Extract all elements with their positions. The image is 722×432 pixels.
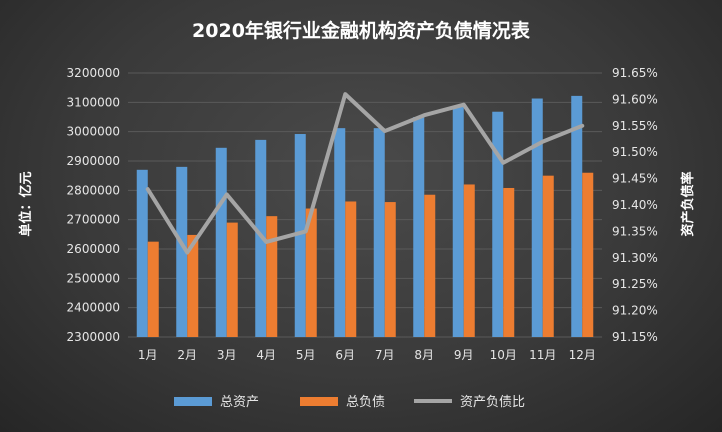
left-axis-title: 单位：亿元	[18, 171, 34, 236]
y2-tick-label: 91.35%	[612, 224, 658, 238]
legend-label-ratio: 资产负债比	[460, 395, 525, 410]
y2-tick-label: 91.60%	[612, 92, 658, 106]
bar-total-liabilities	[305, 208, 317, 337]
x-tick-label: 10月	[490, 348, 517, 362]
y-tick-label: 3000000	[67, 125, 120, 139]
bar-total-liabilities	[345, 201, 357, 337]
y-tick-label: 2600000	[67, 242, 120, 256]
y-tick-label: 3200000	[67, 66, 120, 80]
y2-tick-label: 91.55%	[612, 119, 658, 133]
x-tick-label: 5月	[296, 348, 316, 362]
bar-total-liabilities	[384, 202, 396, 337]
bar-total-assets	[215, 147, 227, 337]
y-tick-label: 3100000	[67, 95, 120, 109]
x-tick-label: 7月	[375, 348, 395, 362]
x-tick-label: 11月	[529, 348, 556, 362]
x-tick-label: 2月	[177, 348, 197, 362]
y2-tick-label: 91.40%	[612, 198, 658, 212]
bar-total-liabilities	[266, 216, 278, 337]
bar-total-assets	[176, 166, 188, 337]
bar-total-liabilities	[226, 222, 238, 337]
x-tick-label: 6月	[335, 348, 355, 362]
bar-total-assets	[492, 111, 504, 337]
right-axis-title: 资产负债率	[680, 171, 696, 236]
y-tick-label: 2700000	[67, 213, 120, 227]
x-tick-label: 12月	[569, 348, 596, 362]
bar-total-assets	[452, 106, 464, 337]
gridlines	[128, 72, 602, 338]
y-tick-label: 2500000	[67, 271, 120, 285]
chart-title: 2020年银行业金融机构资产负债情况表	[192, 19, 531, 42]
bar-total-assets	[373, 128, 385, 337]
y-tick-label: 2900000	[67, 154, 120, 168]
ratio-line	[145, 92, 585, 255]
y2-tick-label: 91.15%	[612, 330, 658, 344]
y2-tick-label: 91.25%	[612, 277, 658, 291]
axis-ticks: 3200000 3100000 3000000 2900000 2800000 27000…	[67, 66, 658, 362]
ratio-line-path	[145, 92, 585, 255]
y2-tick-label: 91.65%	[612, 66, 658, 80]
y2-tick-label: 91.45%	[612, 172, 658, 186]
legend-label-assets: 总资产	[220, 395, 259, 410]
bar-total-assets	[413, 117, 425, 337]
x-tick-label: 4月	[256, 348, 276, 362]
y2-tick-label: 91.30%	[612, 251, 658, 265]
y2-tick-label: 91.20%	[612, 304, 658, 318]
bar-total-liabilities	[542, 175, 554, 337]
x-tick-label: 3月	[217, 348, 237, 362]
y-tick-label: 2800000	[67, 183, 120, 197]
bar-total-liabilities	[187, 234, 199, 337]
y-tick-label: 2400000	[67, 301, 120, 315]
bar-total-assets	[136, 169, 148, 337]
y-tick-label: 2300000	[67, 330, 120, 344]
bar-total-liabilities	[582, 172, 594, 337]
bar-total-assets	[294, 134, 306, 337]
legend: 总资产 总负债 资产负债比	[174, 395, 525, 410]
legend-swatch-assets	[174, 397, 212, 406]
x-tick-label: 1月	[138, 348, 158, 362]
bar-total-liabilities	[424, 194, 436, 337]
bar-total-assets	[334, 128, 346, 337]
y2-tick-label: 91.50%	[612, 145, 658, 159]
bar-total-assets	[531, 98, 543, 338]
x-tick-label: 8月	[414, 348, 434, 362]
bar-total-liabilities	[147, 241, 159, 337]
x-tick-label: 9月	[454, 348, 474, 362]
legend-label-liabilities: 总负债	[346, 395, 385, 410]
legend-swatch-liabilities	[300, 397, 338, 406]
bar-total-liabilities	[503, 187, 515, 337]
bar-total-assets	[571, 95, 583, 337]
bar-total-liabilities	[463, 184, 475, 337]
